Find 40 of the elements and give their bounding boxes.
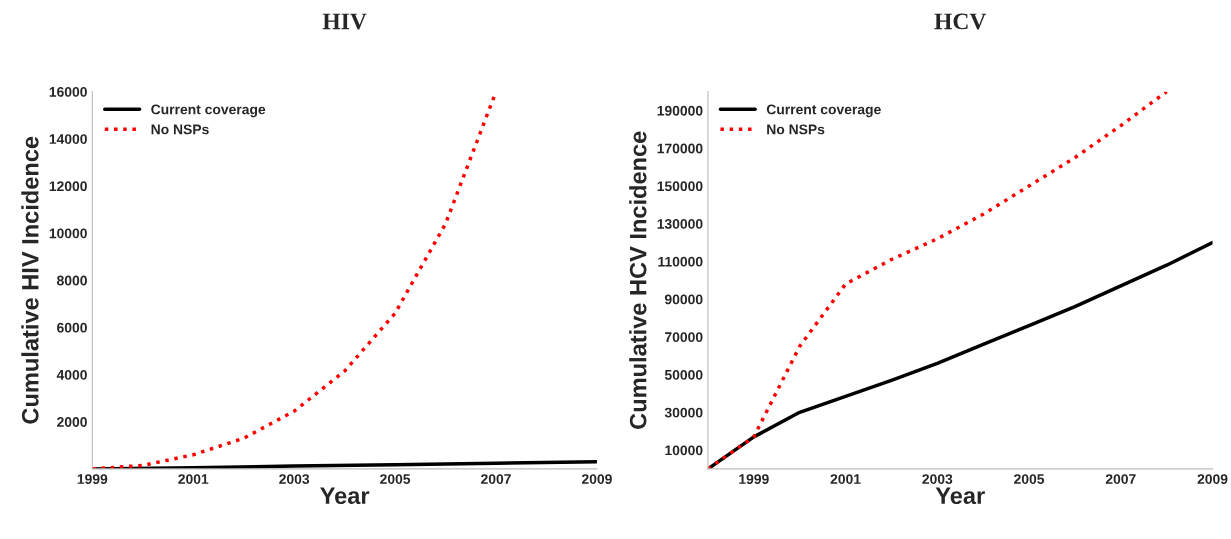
y-tick-label: 150000 — [657, 181, 703, 192]
x-tick-label: 2007 — [481, 474, 511, 484]
y-tick-label: 4000 — [56, 369, 87, 380]
y-tick-label: 70000 — [665, 332, 703, 343]
chart-title: HIV — [322, 13, 367, 30]
legend-label: No NSPs — [767, 124, 825, 135]
x-tick-label: 2005 — [1014, 474, 1045, 484]
chart-title: HCV — [934, 13, 987, 30]
y-tick-label: 14000 — [49, 134, 87, 144]
legend-label: Current coverage — [151, 104, 266, 118]
x-tick-label: 2005 — [380, 474, 411, 484]
y-axis-title: Cumulative HIV Incidence — [21, 136, 39, 424]
x-tick-label: 2009 — [581, 474, 612, 484]
x-axis-title: Year — [320, 487, 370, 505]
x-tick-label: 1999 — [739, 474, 769, 484]
y-tick-label: 10000 — [49, 228, 87, 239]
y-tick-label: 2000 — [57, 417, 87, 427]
y-axis-title: Cumulative HCV Incidence — [629, 131, 647, 429]
x-tick-label: 2001 — [178, 474, 209, 484]
legend-label: No NSPs — [151, 124, 209, 135]
y-tick-label: 10000 — [665, 445, 703, 456]
x-tick-label: 2007 — [1105, 474, 1136, 484]
y-tick-label: 190000 — [657, 105, 703, 116]
legend-label: Current coverage — [766, 104, 881, 118]
y-tick-label: 16000 — [49, 86, 87, 97]
x-tick-label: 2001 — [830, 474, 861, 484]
x-tick-label: 2003 — [279, 474, 310, 485]
x-tick-label: 2003 — [922, 474, 953, 485]
x-axis-title: Year — [935, 487, 985, 505]
y-tick-label: 6000 — [57, 322, 87, 333]
x-tick-label: 2009 — [1197, 474, 1228, 484]
y-tick-label: 90000 — [664, 294, 703, 305]
x-tick-label: 1999 — [77, 474, 108, 484]
y-tick-label: 8000 — [57, 275, 87, 286]
y-tick-label: 30000 — [664, 407, 703, 418]
y-tick-label: 130000 — [657, 219, 703, 229]
y-tick-label: 50000 — [664, 369, 703, 380]
y-tick-label: 110000 — [658, 256, 703, 267]
y-tick-label: 170000 — [657, 143, 703, 154]
y-tick-label: 12000 — [49, 181, 87, 192]
